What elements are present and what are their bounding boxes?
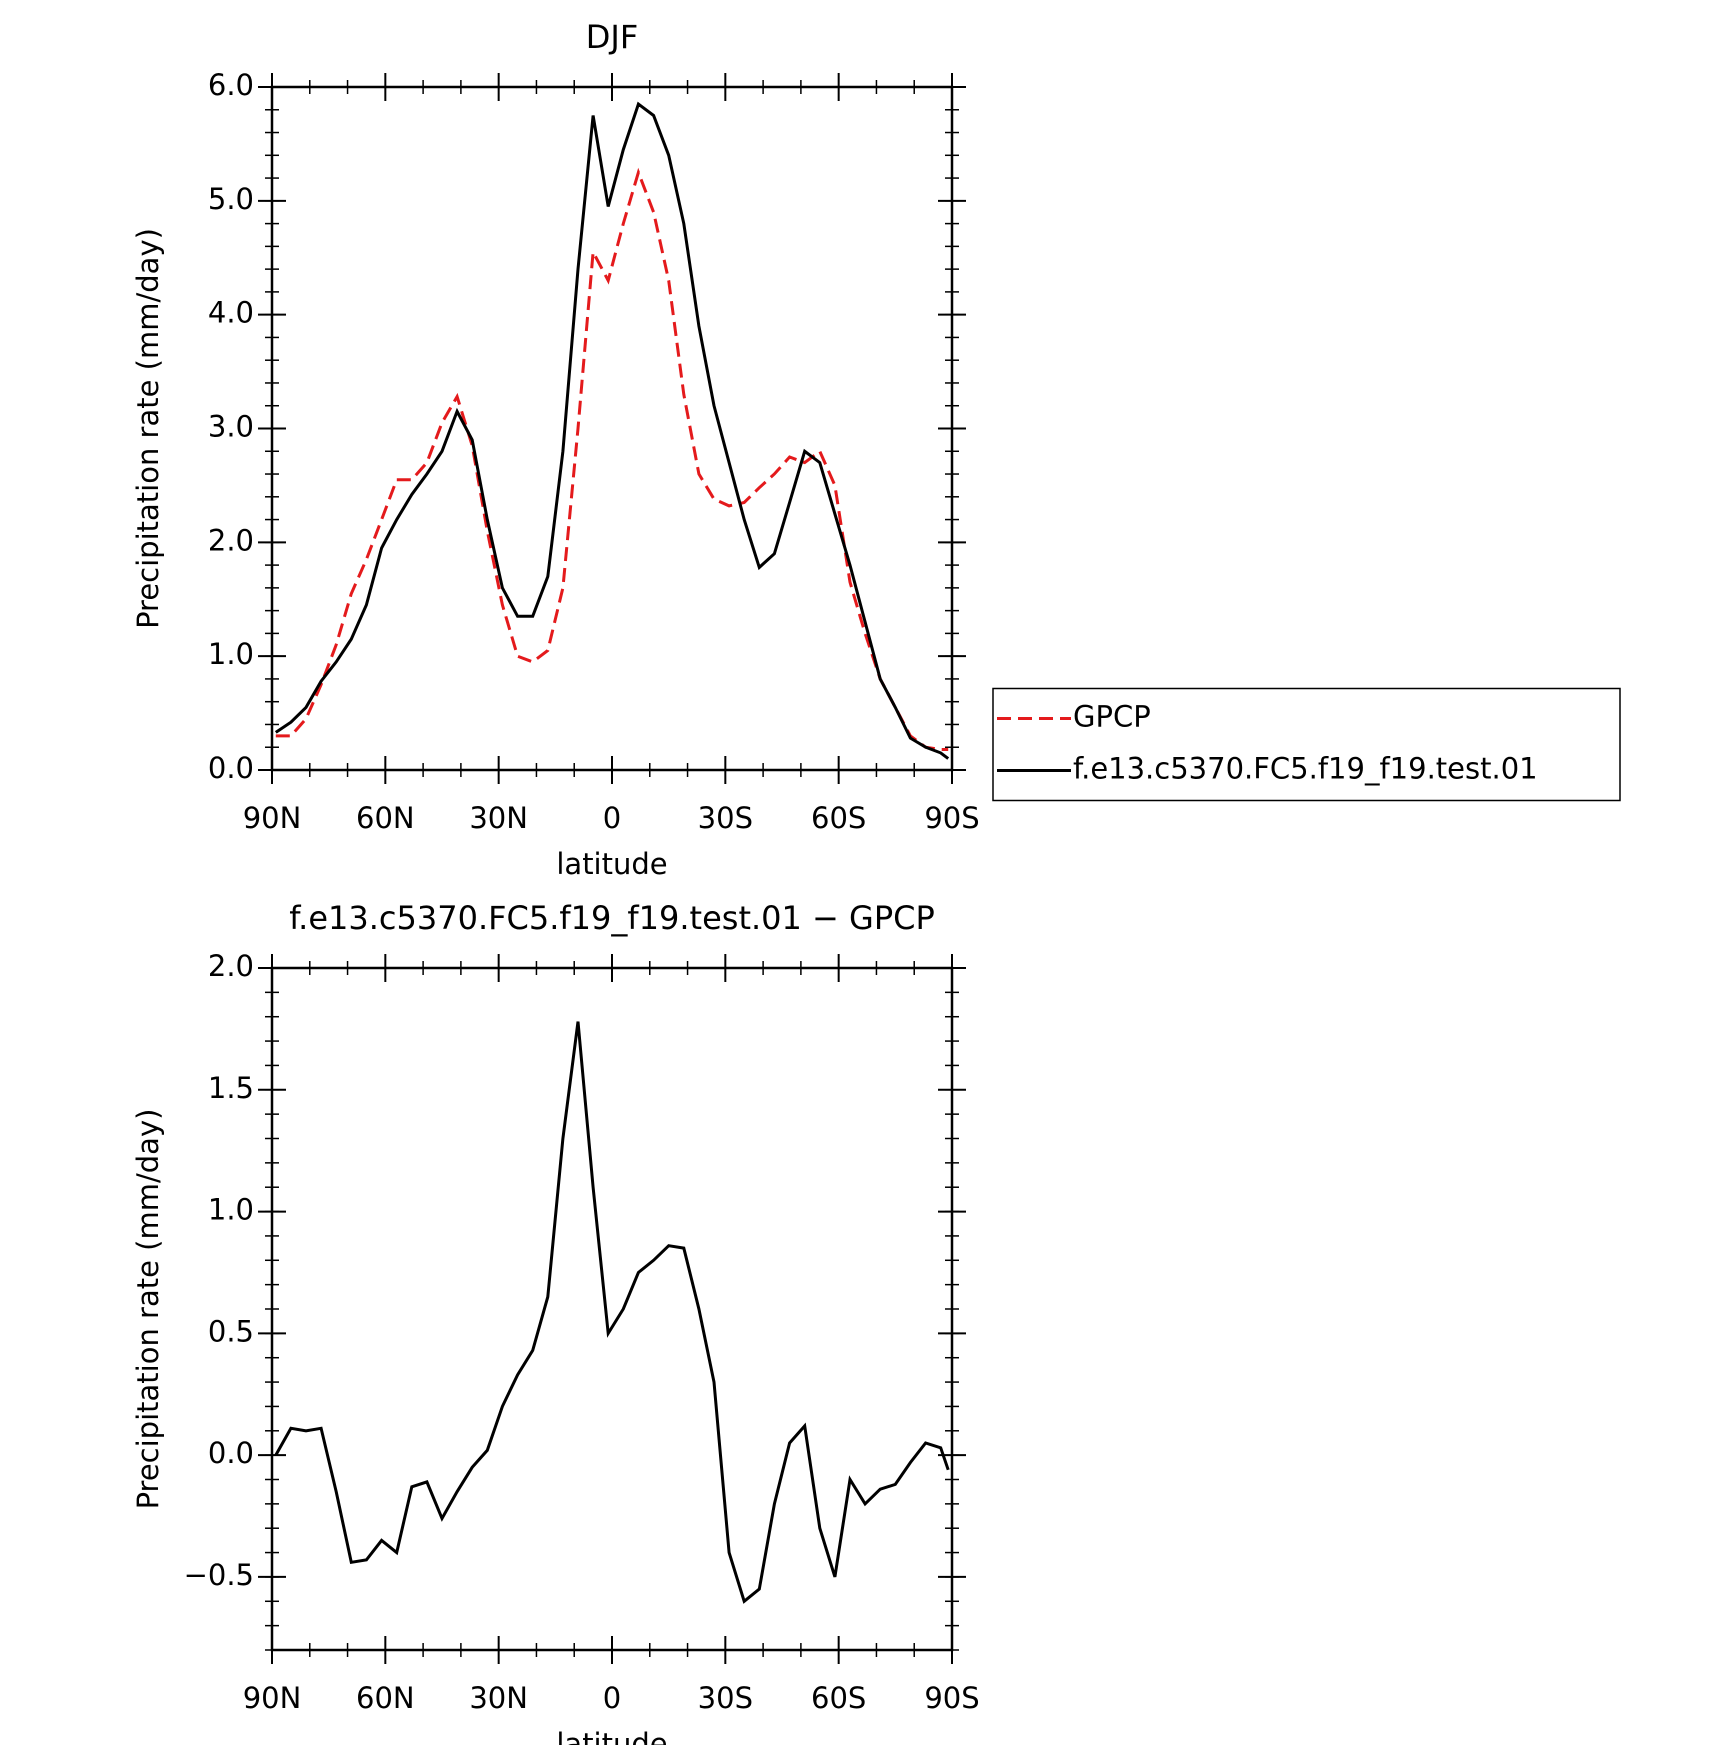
- y-axis-label: Precipitation rate (mm/day): [131, 228, 165, 629]
- x-tick-label: 30S: [698, 1681, 753, 1715]
- y-tick-label: 1.5: [208, 1071, 254, 1105]
- y-tick-label: 0.5: [208, 1314, 254, 1348]
- y-tick-label: 3.0: [208, 410, 254, 444]
- x-axis-label: latitude: [556, 847, 667, 881]
- y-axis-label: Precipitation rate (mm/day): [131, 1109, 165, 1510]
- data-line: [275, 167, 949, 751]
- x-tick-label: 60S: [811, 801, 866, 835]
- x-tick-label: 90S: [924, 801, 979, 835]
- legend-label: GPCP: [1073, 700, 1151, 734]
- legend-box: [992, 687, 1621, 802]
- x-tick-label: 30S: [698, 801, 753, 835]
- chart-title: DJF: [586, 18, 638, 56]
- x-axis-label: latitude: [556, 1727, 667, 1745]
- data-line: [274, 1021, 950, 1604]
- x-tick-label: 0: [603, 801, 621, 835]
- x-tick-label: 60N: [356, 801, 415, 835]
- y-tick-label: 5.0: [208, 182, 254, 216]
- x-tick-label: 30N: [469, 1681, 528, 1715]
- legend-label: f.e13.c5370.FC5.f19_f19.test.01: [1073, 752, 1538, 786]
- plot-frame: [270, 85, 954, 772]
- x-tick-label: 90N: [243, 801, 302, 835]
- data-line: [274, 101, 950, 760]
- x-tick-label: 0: [603, 1681, 621, 1715]
- chart-title: f.e13.c5370.FC5.f19_f19.test.01 − GPCP: [289, 899, 935, 937]
- y-tick-label: −0.5: [184, 1558, 254, 1592]
- y-tick-label: 2.0: [208, 523, 254, 557]
- y-tick-label: 1.0: [208, 637, 254, 671]
- y-tick-label: 6.0: [208, 68, 254, 102]
- y-tick-label: 4.0: [208, 296, 254, 330]
- y-tick-label: 1.0: [208, 1193, 254, 1227]
- x-tick-label: 30N: [469, 801, 528, 835]
- x-tick-label: 60N: [356, 1681, 415, 1715]
- y-tick-label: 0.0: [208, 751, 254, 785]
- x-tick-label: 90N: [243, 1681, 302, 1715]
- x-tick-label: 90S: [924, 1681, 979, 1715]
- x-tick-label: 60S: [811, 1681, 866, 1715]
- y-tick-label: 0.0: [208, 1436, 254, 1470]
- plot-frame: [270, 966, 954, 1652]
- y-tick-label: 2.0: [208, 949, 254, 983]
